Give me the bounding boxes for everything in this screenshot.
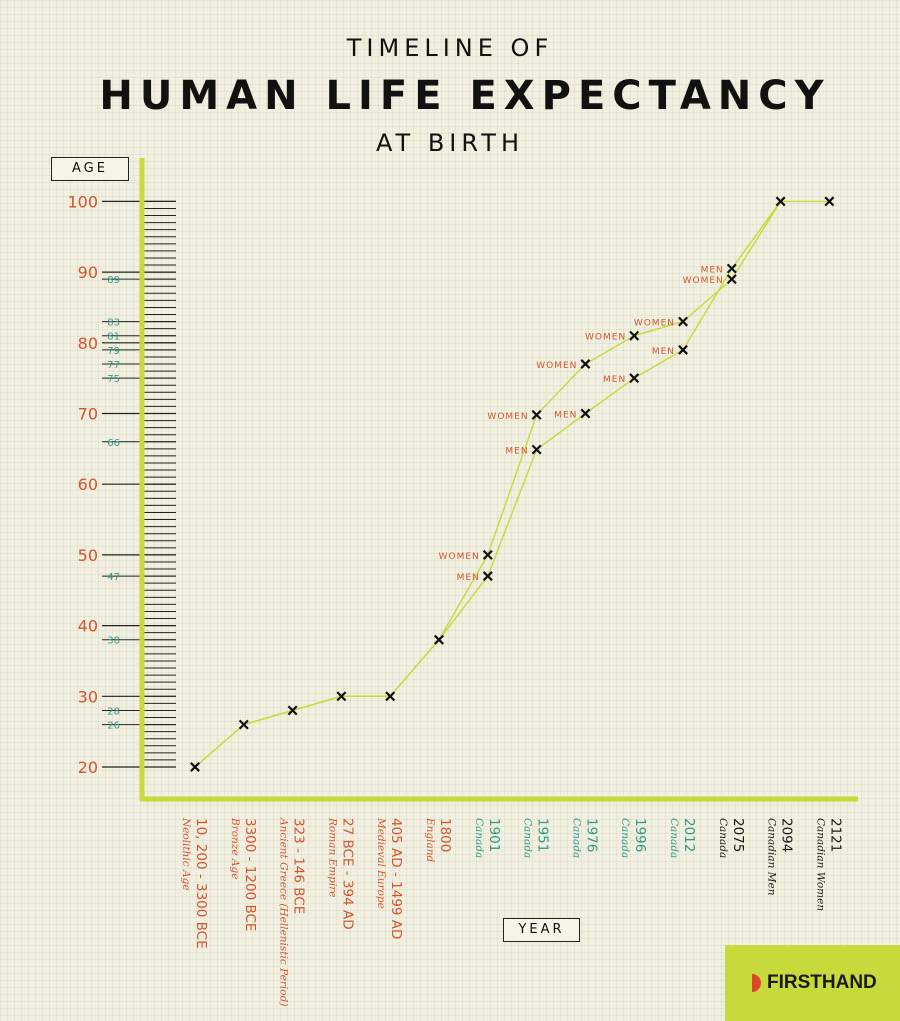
x-tick-sublabel: Canada xyxy=(522,818,534,858)
data-point-marker xyxy=(482,549,493,560)
series-line-men xyxy=(194,200,782,768)
x-tick-sublabel: Neolithic Age xyxy=(180,817,192,891)
x-tick-sublabel: Canada xyxy=(619,818,631,858)
data-point-marker xyxy=(531,409,542,420)
x-tick-label: 10, 200 - 3300 BCE xyxy=(193,818,209,949)
y-minor-tick-label: 81 xyxy=(107,332,120,343)
data-point-marker xyxy=(336,691,347,702)
firsthand-logo: FIRSTHAND xyxy=(725,945,900,1021)
point-label: WOMEN xyxy=(585,333,626,343)
y-axis-label: AGE xyxy=(51,157,129,181)
point-label: WOMEN xyxy=(487,412,528,422)
data-point-marker xyxy=(726,263,737,274)
data-point-marker xyxy=(629,373,640,384)
data-point-marker xyxy=(531,444,542,455)
y-major-tick-label: 40 xyxy=(78,617,98,636)
series-line-women xyxy=(194,200,830,768)
x-axis-label: YEAR xyxy=(503,918,580,942)
x-tick-sublabel: England xyxy=(424,817,436,863)
y-major-tick-label: 70 xyxy=(78,405,98,424)
title-line-3: AT BIRTH xyxy=(375,129,525,157)
x-tick-label: 1976 xyxy=(583,818,599,852)
x-tick-label: 1800 xyxy=(437,818,453,852)
data-point-marker xyxy=(238,719,249,730)
data-point-marker xyxy=(434,634,444,645)
data-point-marker xyxy=(678,316,688,327)
y-minor-tick-label: 83 xyxy=(107,318,120,329)
y-minor-tick-label: 66 xyxy=(107,438,120,449)
x-tick-sublabel: Canada xyxy=(668,818,680,858)
x-tick-label: 1951 xyxy=(535,818,551,852)
y-major-tick-label: 100 xyxy=(67,192,98,211)
x-tick-label: 3300 - 1200 BCE xyxy=(242,818,258,931)
title-line-1: TIMELINE OF xyxy=(346,34,554,62)
x-tick-sublabel: Canadian Men xyxy=(766,818,778,896)
y-minor-tick-label: 75 xyxy=(107,374,120,385)
point-label: MEN xyxy=(701,266,724,276)
title-line-2: HUMAN LIFE EXPECTANCY xyxy=(99,73,831,119)
point-label: WOMEN xyxy=(634,319,675,329)
x-tick-sublabel: Canada xyxy=(570,818,582,858)
data-point-marker xyxy=(190,762,200,772)
data-point-marker xyxy=(482,571,493,582)
data-point-marker xyxy=(629,330,640,341)
y-minor-tick-label: 77 xyxy=(107,360,120,371)
point-label: MEN xyxy=(554,411,577,421)
y-major-tick-label: 60 xyxy=(78,475,98,494)
data-point-marker xyxy=(824,196,835,207)
y-major-tick-label: 30 xyxy=(78,687,98,706)
x-tick-label: 2121 xyxy=(827,818,843,852)
x-tick-label: 27 BCE - 394 AD xyxy=(339,818,355,930)
data-point-marker xyxy=(580,359,591,369)
y-minor-tick-label: 38 xyxy=(107,636,120,647)
logo-mark-icon xyxy=(752,974,761,992)
point-label: MEN xyxy=(603,375,626,385)
data-point-marker xyxy=(726,274,737,285)
y-minor-tick-label: 79 xyxy=(107,346,120,357)
x-tick-sublabel: Canada xyxy=(717,818,729,858)
x-tick-label: 323 - 146 BCE xyxy=(291,818,307,914)
y-minor-tick-label: 89 xyxy=(107,275,120,286)
y-major-tick-label: 90 xyxy=(78,263,98,282)
point-label: MEN xyxy=(652,347,675,357)
y-minor-tick-label: 26 xyxy=(107,721,120,732)
x-tick-sublabel: Ancient Greece (Hellenistic Period) xyxy=(278,817,290,1006)
y-minor-tick-label: 47 xyxy=(107,572,120,583)
y-minor-tick-label: 28 xyxy=(107,706,120,717)
y-major-tick-label: 20 xyxy=(78,758,98,777)
data-point-marker xyxy=(580,408,591,419)
x-tick-label: 2094 xyxy=(779,818,795,852)
x-tick-label: 1996 xyxy=(632,818,648,852)
x-tick-label: 2012 xyxy=(681,818,697,852)
x-tick-sublabel: Medieval Europe xyxy=(375,817,387,909)
logo-text: FIRSTHAND xyxy=(767,972,877,993)
point-label: MEN xyxy=(457,573,480,583)
x-tick-sublabel: Bronze Age xyxy=(229,817,241,879)
data-point-marker xyxy=(678,344,688,355)
x-tick-label: 405 AD - 1499 AD xyxy=(388,818,404,939)
point-label: WOMEN xyxy=(536,361,577,371)
data-point-marker xyxy=(775,196,786,207)
data-point-marker xyxy=(385,691,396,702)
x-tick-label: 1901 xyxy=(486,818,502,852)
y-major-tick-label: 80 xyxy=(78,334,98,353)
point-label: WOMEN xyxy=(683,276,724,286)
x-tick-sublabel: Roman Empire xyxy=(326,817,338,897)
point-label: WOMEN xyxy=(439,552,480,562)
data-point-marker xyxy=(287,705,298,716)
x-tick-sublabel: Canadian Women xyxy=(814,818,826,911)
y-major-tick-label: 50 xyxy=(78,546,98,565)
point-label: MEN xyxy=(505,447,528,457)
x-tick-label: 2075 xyxy=(730,818,746,852)
x-tick-sublabel: Canada xyxy=(473,818,485,858)
